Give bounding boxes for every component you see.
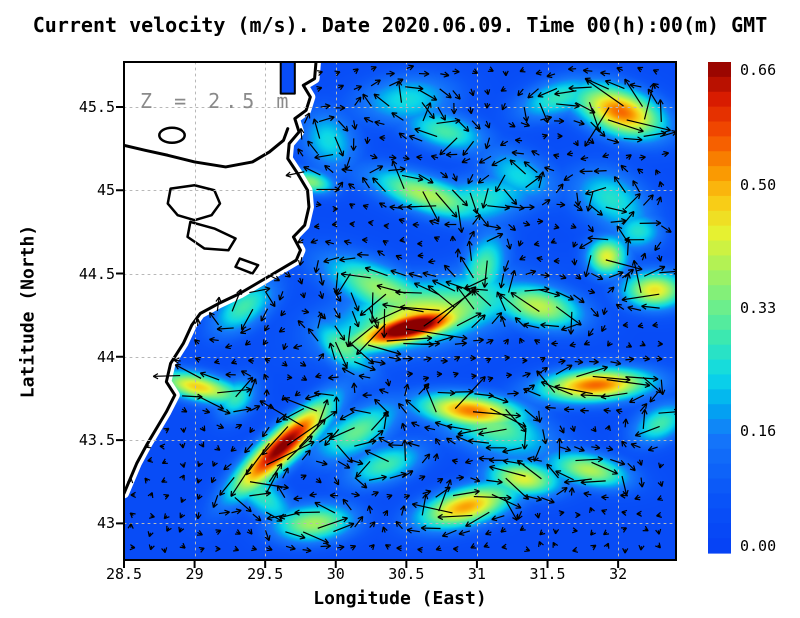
- x-tick-label: 32: [609, 565, 628, 583]
- colorbar-tick-label: 0.16: [740, 421, 777, 440]
- depth-annotation: Z = 2.5 m: [140, 89, 294, 113]
- y-tick-label: 44.5: [78, 264, 115, 283]
- colorbar-tick-label: 0.33: [740, 299, 777, 317]
- chart-title: Current velocity (m/s). Date 2020.06.09.…: [32, 13, 768, 37]
- x-tick-label: 28.5: [105, 565, 143, 583]
- x-axis-label: Longitude (East): [313, 588, 487, 609]
- y-axis-label: Latitude (North): [17, 224, 39, 399]
- y-tick-label: 43.5: [78, 431, 115, 450]
- x-tick-label: 30.5: [388, 565, 425, 583]
- colorbar-tick-label: 0.00: [740, 537, 777, 555]
- colorbar-tick-label: 0.50: [740, 176, 777, 195]
- x-tick-label: 31.5: [529, 565, 566, 583]
- x-tick-label: 31: [467, 565, 486, 583]
- colorbar-tick-label: 0.66: [740, 61, 777, 79]
- y-tick-label: 44: [96, 347, 115, 366]
- x-tick-label: 29.5: [247, 565, 284, 583]
- x-tick-label: 30: [326, 565, 345, 583]
- y-tick-label: 45.5: [78, 97, 115, 116]
- x-tick-label: 29: [185, 565, 204, 583]
- y-tick-label: 43: [96, 514, 115, 533]
- y-tick-label: 45: [96, 181, 115, 200]
